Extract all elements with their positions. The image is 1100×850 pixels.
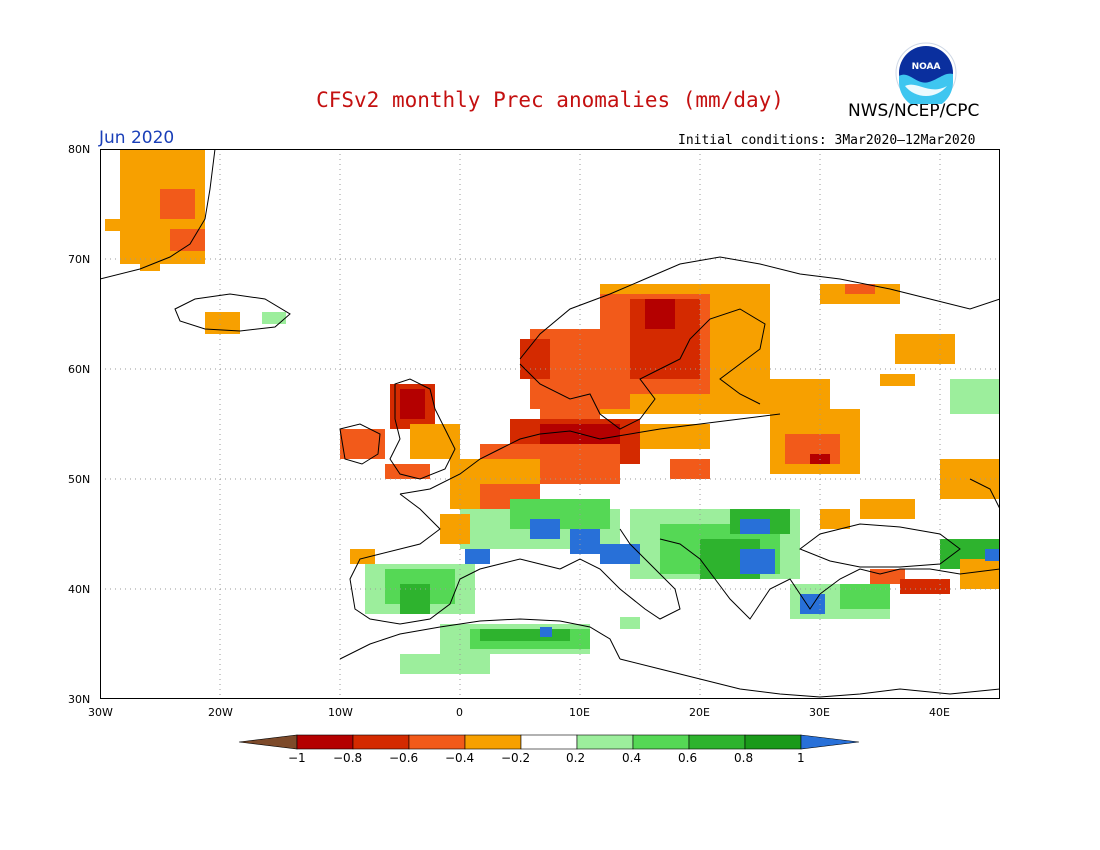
colorbar-tick: −0.8 bbox=[333, 751, 363, 765]
anomaly-patch bbox=[350, 549, 375, 564]
anomaly-patch bbox=[480, 629, 570, 641]
colorbar-cell bbox=[408, 734, 466, 750]
lon-label: 0 bbox=[456, 706, 463, 719]
lat-label: 40N bbox=[68, 583, 91, 596]
anomaly-patch bbox=[720, 379, 830, 414]
noaa-logo: NOAA bbox=[895, 42, 957, 104]
colorbar-tick: 0.2 bbox=[566, 751, 586, 765]
anomaly-patch bbox=[710, 309, 765, 369]
initial-conditions: Initial conditions: 3Mar2020–12Mar2020 bbox=[678, 133, 976, 148]
anomaly-patch bbox=[600, 544, 640, 564]
anomaly-map bbox=[100, 149, 1000, 699]
anomaly-patch bbox=[820, 509, 850, 529]
anomaly-patch bbox=[540, 627, 552, 637]
anomaly-patch bbox=[895, 334, 955, 364]
colorbar-tick: 0.4 bbox=[622, 751, 642, 765]
anomaly-patch bbox=[105, 219, 130, 231]
lon-label: 20W bbox=[208, 706, 233, 719]
lat-label: 70N bbox=[68, 253, 91, 266]
lon-label: 10E bbox=[569, 706, 590, 719]
lat-label: 50N bbox=[68, 473, 91, 486]
svg-text:NOAA: NOAA bbox=[912, 62, 941, 72]
lon-label: 30W bbox=[88, 706, 113, 719]
anomaly-patch bbox=[880, 374, 915, 386]
colorbar-cell bbox=[632, 734, 690, 750]
lon-label: 30E bbox=[809, 706, 830, 719]
colorbar-cell bbox=[352, 734, 410, 750]
colorbar-tick: −1 bbox=[288, 751, 306, 765]
anomaly-patch bbox=[570, 529, 600, 554]
anomaly-patch bbox=[520, 339, 550, 379]
colorbar-tick: −0.4 bbox=[445, 751, 475, 765]
anomaly-patch bbox=[645, 299, 675, 329]
agency-label: NWS/NCEP/CPC bbox=[848, 101, 980, 121]
lat-label: 80N bbox=[68, 143, 91, 156]
anomaly-patch bbox=[960, 559, 1000, 589]
lon-label: 20E bbox=[689, 706, 710, 719]
anomaly-patch bbox=[845, 284, 875, 294]
lat-label: 60N bbox=[68, 363, 91, 376]
anomaly-patch bbox=[400, 654, 490, 674]
anomaly-patch bbox=[900, 579, 950, 594]
colorbar-tick: 1 bbox=[797, 751, 805, 765]
anomaly-patch bbox=[840, 584, 890, 609]
anomaly-patch bbox=[860, 499, 915, 519]
anomaly-patch bbox=[670, 459, 710, 479]
anomaly-patch bbox=[985, 549, 1000, 561]
coastlines bbox=[100, 149, 1000, 698]
colorbar-arrow-low bbox=[238, 734, 298, 750]
colorbar-cell bbox=[576, 734, 634, 750]
colorbar-tick: −0.6 bbox=[389, 751, 419, 765]
colorbar-cell bbox=[688, 734, 746, 750]
anomaly-patch bbox=[170, 229, 205, 251]
colorbar-tick: −0.2 bbox=[501, 751, 531, 765]
anomaly-patch-iceland bbox=[205, 312, 240, 334]
forecast-month: Jun 2020 bbox=[99, 128, 175, 148]
anomaly-patch bbox=[800, 594, 825, 614]
anomaly-patch bbox=[385, 464, 430, 479]
colorbar-cell bbox=[744, 734, 802, 750]
anomaly-patch bbox=[950, 379, 1000, 414]
anomaly-patch bbox=[160, 189, 195, 219]
colorbar-cell bbox=[464, 734, 522, 750]
color-bar bbox=[238, 734, 860, 750]
colorbar-arrow-high bbox=[800, 734, 860, 750]
anomaly-patch bbox=[440, 514, 470, 544]
colorbar-tick: 0.8 bbox=[734, 751, 754, 765]
anomaly-patch bbox=[530, 519, 560, 539]
lon-label: 10W bbox=[328, 706, 353, 719]
lon-label: 40E bbox=[929, 706, 950, 719]
anomaly-patch bbox=[640, 424, 710, 449]
anomaly-patch bbox=[262, 312, 286, 324]
colorbar-cell bbox=[296, 734, 354, 750]
anomaly-patch bbox=[400, 389, 425, 419]
anomaly-patch bbox=[740, 549, 775, 574]
anomaly-layer bbox=[105, 149, 1000, 674]
colorbar-cell bbox=[520, 734, 578, 750]
anomaly-patch bbox=[870, 569, 905, 584]
colorbar-tick: 0.6 bbox=[678, 751, 698, 765]
anomaly-patch bbox=[740, 519, 770, 534]
lat-label: 30N bbox=[68, 693, 91, 706]
map-title: CFSv2 monthly Prec anomalies (mm/day) bbox=[316, 88, 784, 112]
anomaly-patch bbox=[620, 617, 640, 629]
anomaly-patch bbox=[465, 549, 490, 564]
